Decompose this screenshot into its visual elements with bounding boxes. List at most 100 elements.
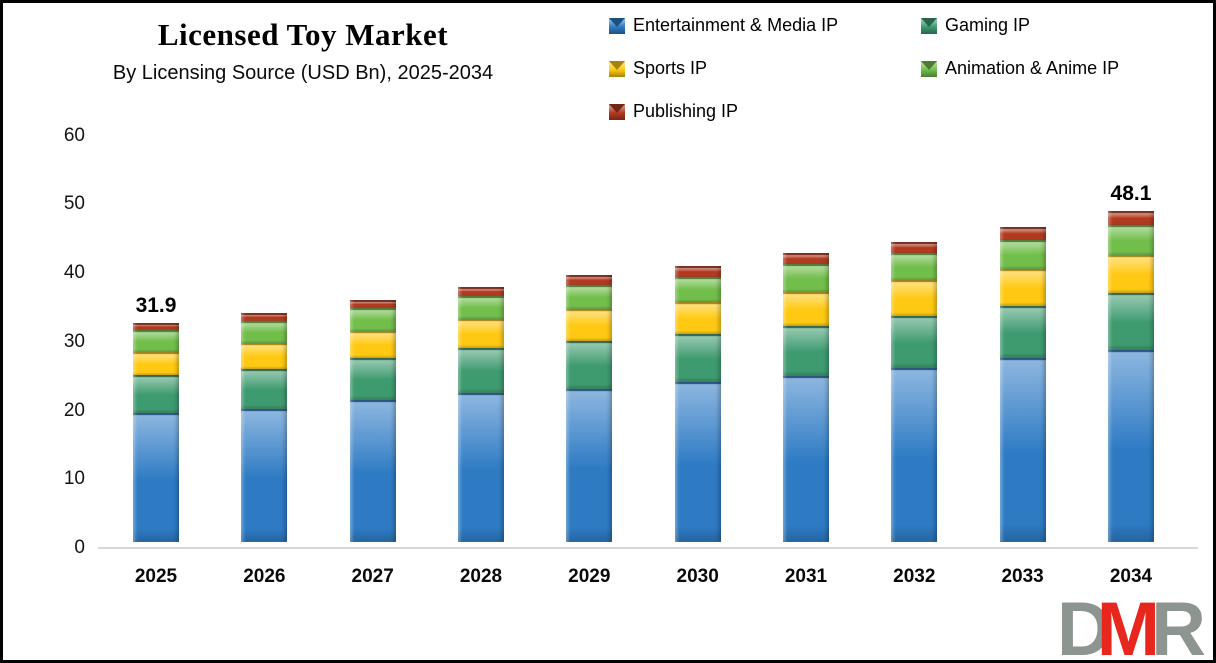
legend-label: Entertainment & Media IP [633,15,839,35]
legend-label: Publishing IP [633,101,739,121]
bar-2031 [782,253,829,542]
bar-segment [133,330,179,352]
bar-segment [241,368,288,409]
bar-value-label: 31.9 [135,293,177,317]
bar-segment [1107,225,1154,256]
y-axis-tick-label: 30 [63,330,85,352]
x-axis-category-label: 2032 [893,566,936,587]
bar-segment [349,300,396,309]
chart-subtitle: By Licensing Source (USD Bn), 2025-2034 [112,62,494,84]
bar-segment [674,302,721,335]
bar-segment [1107,293,1154,350]
bar-segment [566,308,613,341]
bar-segment [457,286,504,296]
bar-segment [782,376,829,542]
bar-2033 [999,227,1046,542]
bar-segment [891,315,938,369]
chart-header: Licensed Toy Market By Licensing Source … [3,17,603,85]
bar-segment [349,330,396,358]
dmr-logo: DMR [1057,592,1206,661]
x-axis-category-label: 2033 [1001,566,1044,587]
bar-segment [891,280,938,316]
y-axis-tick-label: 60 [63,124,85,146]
x-axis-category-label: 2034 [1109,566,1153,587]
bar-segment [674,266,721,277]
x-axis-category-label: 2030 [676,566,719,587]
legend-item: Entertainment & Media IP [609,15,838,36]
bar-segment [674,276,721,303]
legend-item: Animation & Anime IP [921,58,1119,79]
bar-segment [241,408,288,542]
x-axis-category-label: 2028 [459,566,503,587]
bar-value-label: 48.1 [1110,182,1152,206]
bar-segment [674,334,721,382]
x-axis-category-label: 2025 [134,566,178,587]
y-axis-tick-label: 40 [63,262,85,283]
bar-segment [999,239,1046,270]
bar-segment [241,313,288,321]
bar-segment [133,322,179,331]
bar-2025 [133,322,179,542]
bar-segment [999,269,1046,307]
bar-segment [349,308,396,331]
bar-2026 [241,313,288,542]
bar-segment [782,292,829,327]
bar-segment [133,351,179,375]
x-axis-category-label: 2031 [784,566,828,587]
bar-segment [782,253,829,264]
bar-segment [891,253,938,281]
bar-segment [782,263,829,293]
bar-segment [566,275,613,285]
bar-segment [457,295,504,319]
legend-item: Publishing IP [609,101,738,122]
x-axis-category-label: 2027 [351,566,394,587]
y-axis-tick-label: 50 [63,193,85,215]
bar-2029 [566,275,613,542]
bar-segment [133,413,179,542]
bar-segment [999,306,1046,359]
dmr-logo-letter: M [1096,587,1160,663]
bar-segment [566,388,613,542]
y-axis-tick-label: 0 [74,537,85,558]
legend-item: Sports IP [609,58,707,79]
bar-segment [1107,211,1154,226]
bar-segment [782,326,829,377]
bar-segment [566,284,613,309]
bar-segment [133,374,179,414]
bar-segment [349,400,396,542]
legend-swatch-icon [609,103,625,120]
bar-segment [457,348,504,393]
y-axis-tick-label: 10 [63,468,85,490]
dmr-logo-letter: R [1151,587,1206,663]
x-axis-line [98,547,1198,549]
chart-title: Licensed Toy Market [157,17,449,52]
bar-2034 [1107,211,1154,542]
bar-2032 [891,241,938,542]
legend-swatch-icon [921,17,937,34]
bar-segment [999,358,1046,542]
x-axis-category-label: 2026 [243,566,286,587]
bar-2030 [674,266,721,542]
x-axis-category-label: 2029 [568,566,611,587]
legend-swatch-icon [921,60,937,77]
legend-label: Gaming IP [945,15,1031,35]
dmr-logo-letter: D [1056,587,1112,663]
legend-item: Gaming IP [921,15,1030,36]
bar-segment [891,241,938,254]
bar-segment [457,392,504,542]
legend-label: Sports IP [633,58,708,78]
bar-segment [349,357,396,401]
legend-swatch-icon [609,60,625,77]
legend-swatch-icon [609,17,625,34]
bar-segment [241,343,288,369]
bar-2027 [349,300,396,542]
bar-segment [457,318,504,349]
bar-segment [1107,255,1154,294]
bar-segment [1107,349,1154,542]
legend-label: Animation & Anime IP [945,58,1120,78]
bar-segment [674,381,721,542]
bar-segment [891,368,938,542]
bar-segment [566,340,613,389]
bar-segment [999,227,1046,240]
